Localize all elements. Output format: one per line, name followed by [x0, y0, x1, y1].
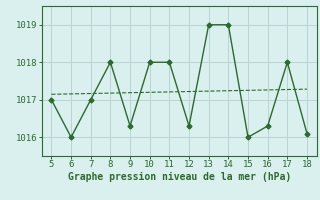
- X-axis label: Graphe pression niveau de la mer (hPa): Graphe pression niveau de la mer (hPa): [68, 172, 291, 182]
